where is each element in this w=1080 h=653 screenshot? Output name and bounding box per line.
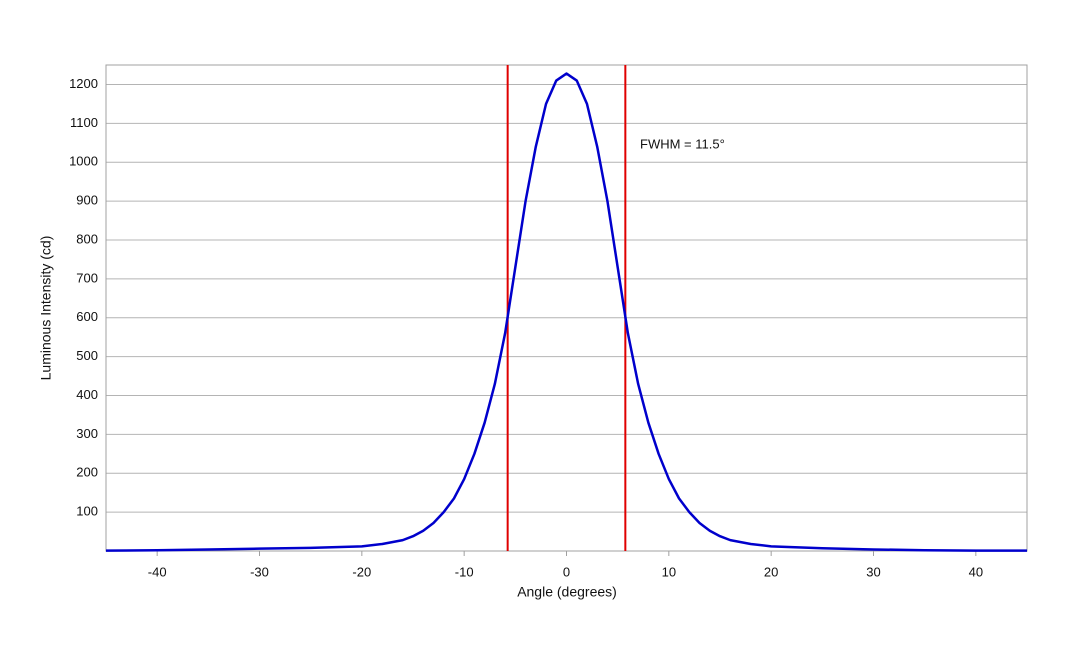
- y-tick-label: 1000: [69, 154, 98, 169]
- y-tick-label: 400: [76, 387, 98, 402]
- y-tick-label: 600: [76, 309, 98, 324]
- x-tick-label: 30: [866, 564, 880, 579]
- y-tick-label: 800: [76, 231, 98, 246]
- curve: [105, 72, 1027, 552]
- x-tick-label: 20: [764, 564, 778, 579]
- x-tick-label: -40: [148, 564, 167, 579]
- x-tick-label: -30: [250, 564, 269, 579]
- x-tick-label: 10: [662, 564, 676, 579]
- y-tick-label: 200: [76, 465, 98, 480]
- plot-border: [105, 64, 1028, 552]
- y-tick-label: 500: [76, 348, 98, 363]
- y-tick-label: 100: [76, 504, 98, 519]
- y-tick-label: 300: [76, 426, 98, 441]
- y-axis-label: Luminous Intensity (cd): [38, 236, 54, 381]
- y-tick-label: 900: [76, 193, 98, 208]
- x-tick-label: -20: [352, 564, 371, 579]
- y-tick-label: 1200: [69, 76, 98, 91]
- x-tick-label: 40: [969, 564, 983, 579]
- x-tick-label: 0: [563, 564, 570, 579]
- y-tick-label: 1100: [70, 115, 98, 130]
- annotation: FWHM = 11.5°: [640, 136, 725, 151]
- x-tick-label: -10: [455, 564, 474, 579]
- y-tick-label: 700: [76, 270, 98, 285]
- x-axis-label: Angle (degrees): [517, 584, 617, 600]
